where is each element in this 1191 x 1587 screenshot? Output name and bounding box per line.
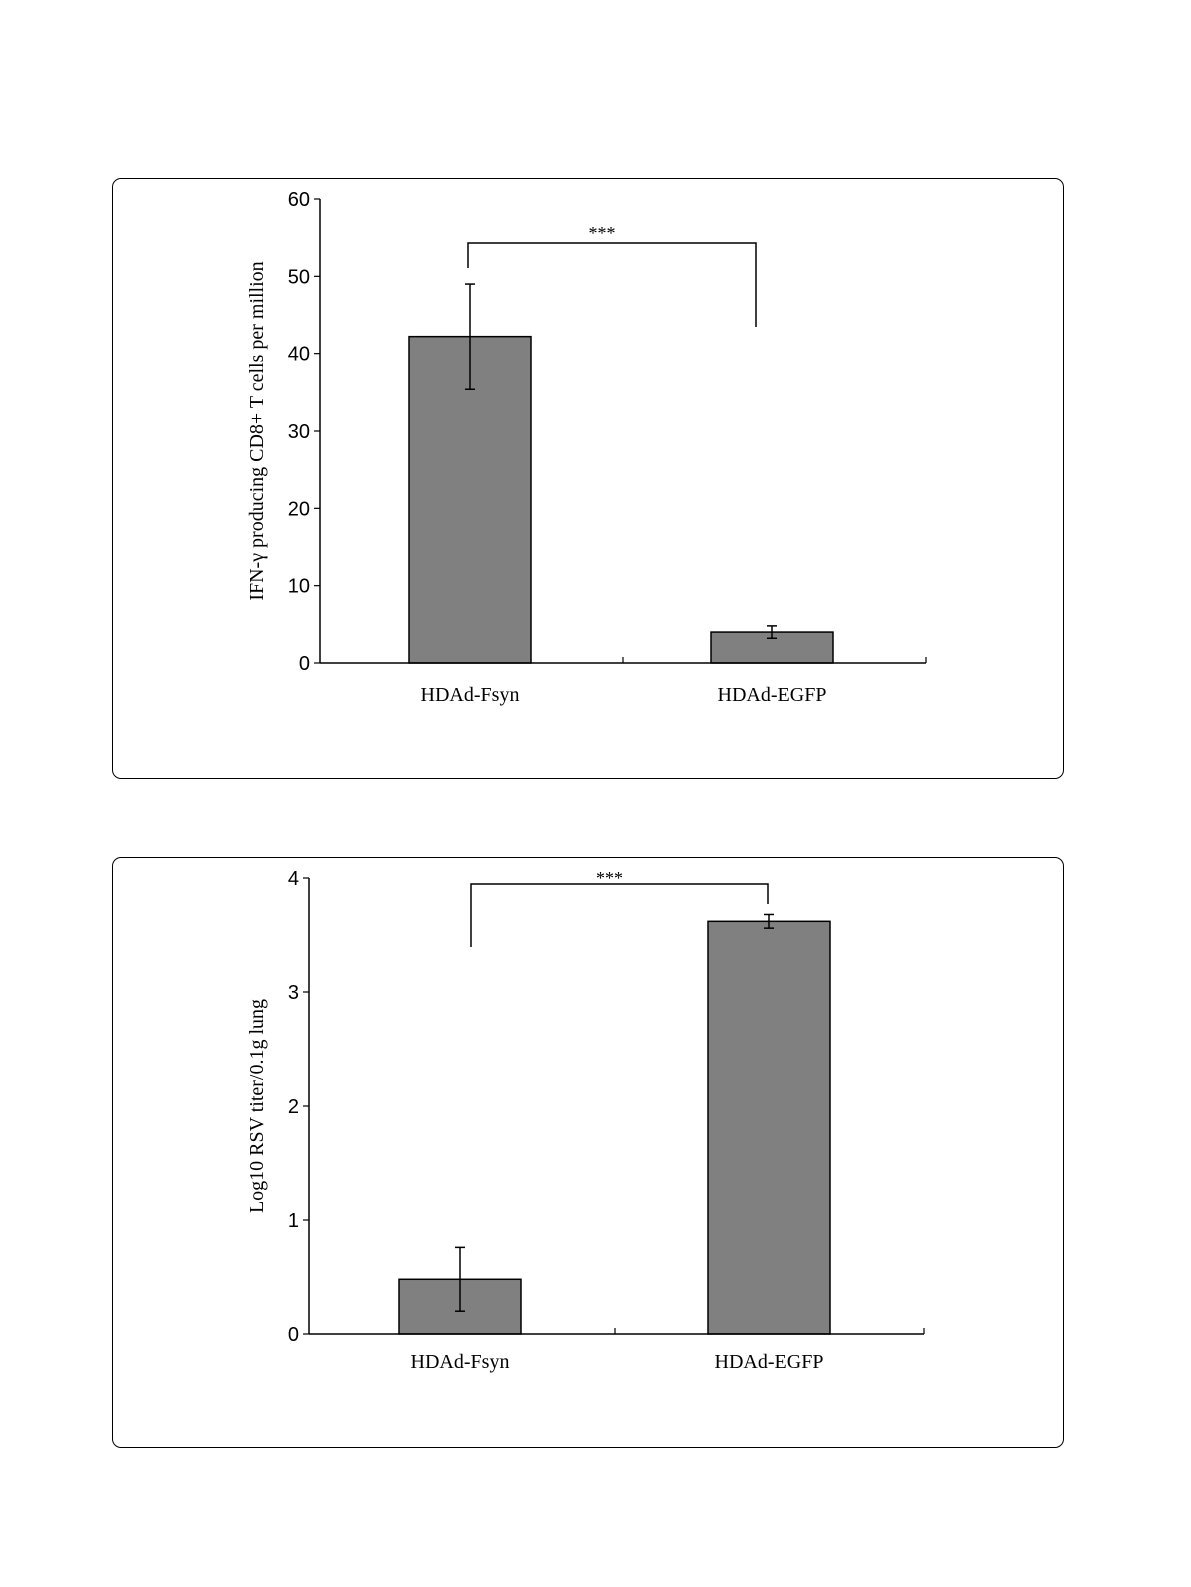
y-tick-label: 4	[288, 868, 299, 890]
y-tick-label: 10	[288, 576, 310, 598]
y-tick-label: 1	[288, 1210, 299, 1232]
chart-panel-ifn-gamma: 0 10 20 30 40 50 60 HDAd-Fsyn HDAd-EGFP IFN-γ pro…	[112, 178, 1064, 779]
y-tick-label: 50	[288, 266, 310, 288]
rsv-titer-bar-chart: 0 1 2 3 4 HDAd-Fsyn HDAd-EGFP Log10 RSV titer/0…	[246, 868, 925, 1373]
y-axis-label: Log10 RSV titer/0.1g lung	[246, 999, 268, 1213]
significance-bracket	[470, 883, 769, 947]
y-tick-label: 0	[288, 1324, 299, 1346]
x-category-label: HDAd-Fsyn	[411, 1351, 510, 1373]
bar-hdad-fsyn	[408, 335, 532, 664]
bar-hdad-egfp	[707, 920, 831, 1335]
y-tick-label: 30	[288, 421, 310, 443]
y-axis-label: IFN-γ producing CD8+ T cells per million	[246, 261, 268, 600]
y-tick-label: 60	[288, 189, 310, 211]
chart-panel-rsv-titer: 0 1 2 3 4 HDAd-Fsyn HDAd-EGFP Log10 RSV titer/0…	[112, 857, 1064, 1448]
y-tick-label: 40	[288, 344, 310, 366]
significance-bracket	[467, 242, 757, 327]
significance-label: ***	[596, 868, 623, 888]
ifn-gamma-bar-chart: 0 10 20 30 40 50 60 HDAd-Fsyn HDAd-EGFP IFN-γ pro…	[246, 189, 927, 706]
x-category-label: HDAd-Fsyn	[421, 684, 520, 706]
x-category-label: HDAd-EGFP	[715, 1351, 824, 1373]
x-category-label: HDAd-EGFP	[718, 684, 827, 706]
y-tick-label: 3	[288, 982, 299, 1004]
y-tick-label: 20	[288, 498, 310, 520]
y-tick-label: 2	[288, 1096, 299, 1118]
significance-label: ***	[589, 223, 616, 243]
y-tick-label: 0	[299, 653, 310, 675]
